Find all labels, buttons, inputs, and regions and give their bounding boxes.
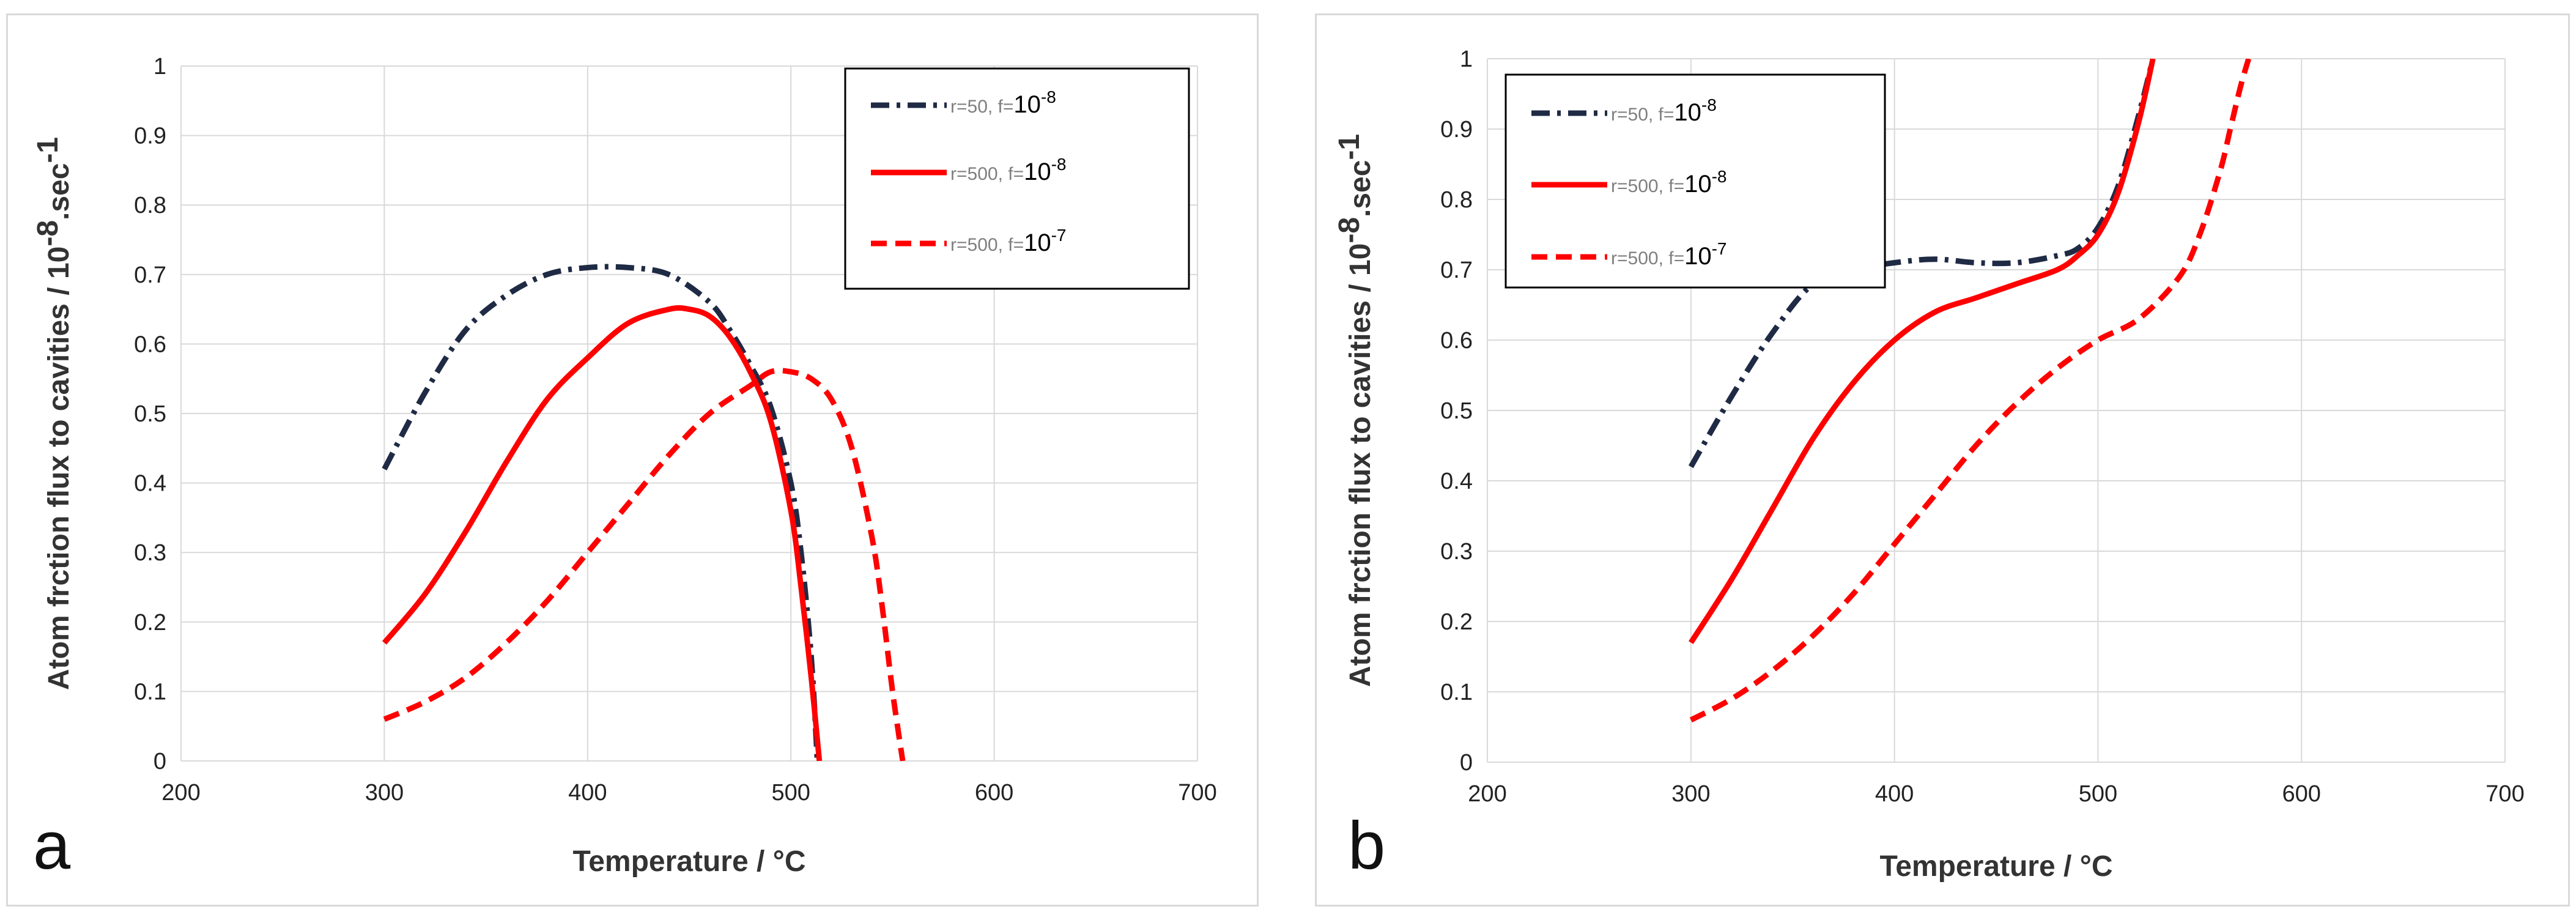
panel-b-series-line-1 [1689,59,2156,644]
panel-a-x-axis-title: Temperature / °C [572,845,805,878]
panel-a-y-axis-title-main: Atom frction flux to cavities / 10 [43,247,75,690]
panel-b-legend-label-exp-2: -7 [1712,239,1727,258]
panel-a-legend-label-1: r=500, f=10-8 [950,155,1067,185]
panel-a-y-tick-label-8: 0.8 [134,193,166,218]
panel-a-y-tick-label-6: 0.6 [134,332,166,357]
panel-a-y-tick-label-0: 0 [154,749,166,774]
panel-a-legend-label-0: r=50, f=10-8 [950,87,1056,118]
panel-b-panel-letter: b [1348,808,1385,883]
panel-a-legend-label-exp-1: -8 [1051,155,1067,174]
panel-a-y-axis-title-exp: -8 [32,220,64,247]
panel-b-x-tick-label-0: 200 [1468,781,1506,807]
panel-b-y-tick-label-6: 0.6 [1440,328,1473,354]
panel-a-y-tick-label-5: 0.5 [134,401,166,427]
panel-b-legend-label-big-2: 10 [1684,243,1712,270]
panel-b-legend-label-small-0: r=50, f= [1611,105,1674,125]
panel-a-y-tick-label-9: 0.9 [134,124,166,149]
panel-b-x-tick-label-1: 300 [1671,781,1710,807]
panel-a-x-tick-label-5: 700 [1178,780,1216,806]
panel-b-series-line-2 [1689,59,2251,723]
panel-b-legend-label-small-2: r=500, f= [1611,248,1684,269]
panel-b-y-tick-label-10: 1 [1460,46,1473,72]
panel-a-series-group [382,264,906,761]
panel-b-legend-label-big-0: 10 [1674,99,1701,126]
panel-a-legend-label-small-0: r=50, f= [950,97,1013,117]
panel-b-y-axis-title: Atom frction flux to cavities / 10-8.sec… [1333,134,1377,687]
panel-a-x-tick-label-4: 600 [975,780,1013,806]
panel-a-legend-box [844,67,1190,290]
panel-b-legend-label-0: r=50, f=10-8 [1611,95,1717,126]
panel-b-x-tick-label-2: 400 [1875,781,1914,807]
panel-b-y-axis-title-exp: -8 [1333,217,1366,243]
panel-b-legend-label-1: r=500, f=10-8 [1611,167,1727,198]
panel-a-y-tick-label-10: 1 [154,54,166,80]
panel-b-y-axis-title-suffix-exp: -1 [1333,134,1366,160]
panel-a-legend-label-2: r=500, f=10-7 [950,226,1067,256]
panel-b-legend: r=50, f=10-8r=500, f=10-8r=500, f=10-7 [1505,73,1886,289]
panel-a-y-axis-title-suffix-exp: -1 [32,137,64,163]
panel-a-y-tick-label-1: 0.1 [134,679,166,705]
panel-a-y-tick-label-2: 0.2 [134,610,166,636]
panel-b-x-tick-label-5: 700 [2485,781,2524,807]
panel-b-legend-box [1505,73,1886,289]
panel-b-legend-label-exp-1: -8 [1712,167,1727,186]
panel-b-y-tick-label-2: 0.2 [1440,609,1473,635]
panel-a-legend-label-exp-0: -8 [1041,87,1056,106]
panel-b-legend-label-big-1: 10 [1684,171,1712,198]
panel-b-x-tick-label-4: 600 [2282,781,2320,807]
panel-b-y-tick-label-1: 0.1 [1440,680,1473,705]
panel-a-y-axis-title: Atom frction flux to cavities / 10-8.sec… [32,137,75,690]
panel-b-x-tick-label-3: 500 [2079,781,2117,807]
panel-a-x-tick-label-0: 200 [161,780,200,806]
panel-a-series-line-2 [383,368,906,761]
panel-a-y-tick-label-3: 0.3 [134,540,166,566]
panel-a-x-tick-label-1: 300 [365,780,404,806]
panel-b-y-tick-label-4: 0.4 [1440,469,1473,494]
panel-a-series-line-0 [382,264,820,761]
panel-a-legend-label-small-2: r=500, f= [950,235,1024,255]
panel-a-legend-label-big-0: 10 [1013,91,1041,118]
panel-b-y-tick-label-8: 0.8 [1440,187,1473,213]
panel-b-legend-label-2: r=500, f=10-7 [1611,239,1727,270]
panel-a-panel-letter: a [33,808,71,883]
panel-b-series-group [1688,59,2251,723]
panel-a: 200 300 400 500 600 700 0 0.1 0.2 0.3 0.4 0.5 0.6 0.7… [32,54,1217,883]
panel-a-y-axis-title-suffix: .sec [43,163,75,220]
panel-a-legend-label-big-2: 10 [1024,229,1051,256]
panel-b-y-tick-label-0: 0 [1460,750,1473,776]
panel-b-y-tick-label-3: 0.3 [1440,539,1473,565]
panel-a-y-tick-label-7: 0.7 [134,262,166,288]
panel-a-legend-label-exp-2: -7 [1051,226,1067,245]
panel-a-legend: r=50, f=10-8r=500, f=10-8r=500, f=10-7 [844,67,1190,290]
panel-a-x-tick-label-2: 400 [568,780,607,806]
panel-a-legend-label-small-1: r=500, f= [950,164,1024,184]
panel-b-y-tick-label-5: 0.5 [1440,398,1473,424]
panel-b: 200 300 400 500 600 700 0 0.1 0.2 0.3 0.4 0.5 0.6 0.7… [1333,46,2525,883]
panel-a-y-tick-label-4: 0.4 [134,471,166,497]
panel-a-legend-label-big-1: 10 [1024,158,1051,185]
panel-a-x-tick-label-3: 500 [771,780,810,806]
panel-a-series-line-1 [382,305,823,761]
panel-b-y-tick-label-7: 0.7 [1440,258,1473,283]
panel-b-legend-label-small-1: r=500, f= [1611,176,1684,196]
panel-b-y-tick-label-9: 0.9 [1440,117,1473,143]
panel-b-legend-label-exp-0: -8 [1701,95,1717,114]
panel-b-y-axis-title-main: Atom frction flux to cavities / 10 [1344,243,1377,687]
panel-b-y-axis-title-suffix: .sec [1344,160,1377,217]
panel-b-x-axis-title: Temperature / °C [1879,850,2112,883]
